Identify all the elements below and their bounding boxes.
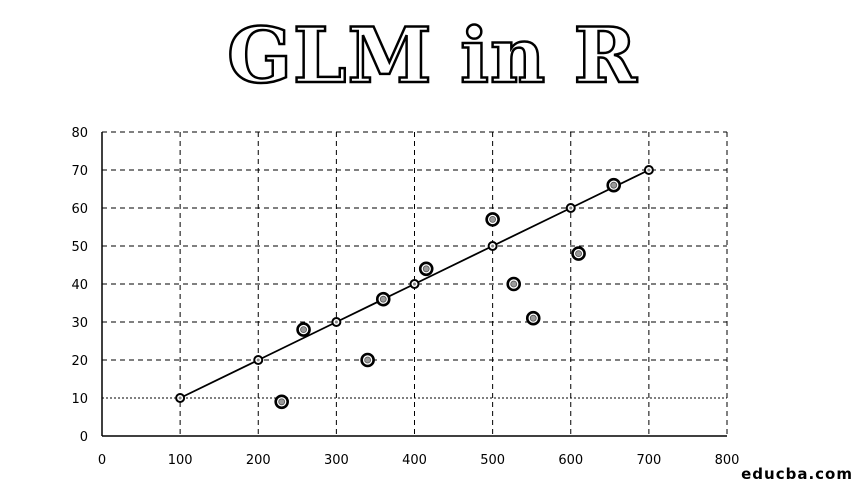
x-tick-label: 0 (98, 453, 106, 468)
line-marker (331, 317, 342, 327)
watermark: educba.com (741, 465, 853, 483)
x-tick-label: 300 (324, 453, 349, 468)
line-marker (409, 279, 420, 289)
line-marker (487, 241, 498, 251)
line-marker (565, 203, 576, 213)
data-point (606, 177, 622, 193)
line-marker (175, 393, 186, 403)
chart-title: GLM in R (226, 10, 638, 102)
line-marker (253, 355, 264, 365)
fit-line (175, 165, 654, 403)
data-point (418, 261, 434, 277)
y-tick-label: 30 (71, 316, 88, 331)
data-point (296, 322, 311, 337)
line-marker (643, 165, 654, 175)
data-point (375, 291, 391, 307)
x-tick-label: 200 (246, 453, 271, 468)
x-tick-label: 400 (402, 453, 427, 468)
y-tick-label: 0 (80, 430, 88, 445)
y-tick-label: 10 (71, 392, 88, 407)
x-tick-label: 500 (480, 453, 505, 468)
data-point (571, 246, 586, 261)
y-tick-label: 70 (71, 164, 88, 179)
data-point (506, 276, 522, 292)
x-tick-label: 800 (715, 453, 740, 468)
y-tick-label: 50 (71, 240, 88, 255)
x-tick-label: 700 (636, 453, 661, 468)
data-point (360, 352, 375, 368)
data-point (485, 212, 500, 227)
y-tick-label: 80 (71, 126, 88, 141)
y-tick-label: 60 (71, 202, 88, 217)
data-point (274, 394, 289, 410)
y-tick-label: 20 (71, 354, 88, 369)
y-tick-label: 40 (71, 278, 88, 293)
x-tick-label: 600 (558, 453, 583, 468)
x-tick-label: 100 (168, 453, 193, 468)
data-points (274, 177, 622, 410)
axes (101, 132, 727, 437)
grid (102, 131, 728, 436)
data-point (525, 310, 541, 326)
